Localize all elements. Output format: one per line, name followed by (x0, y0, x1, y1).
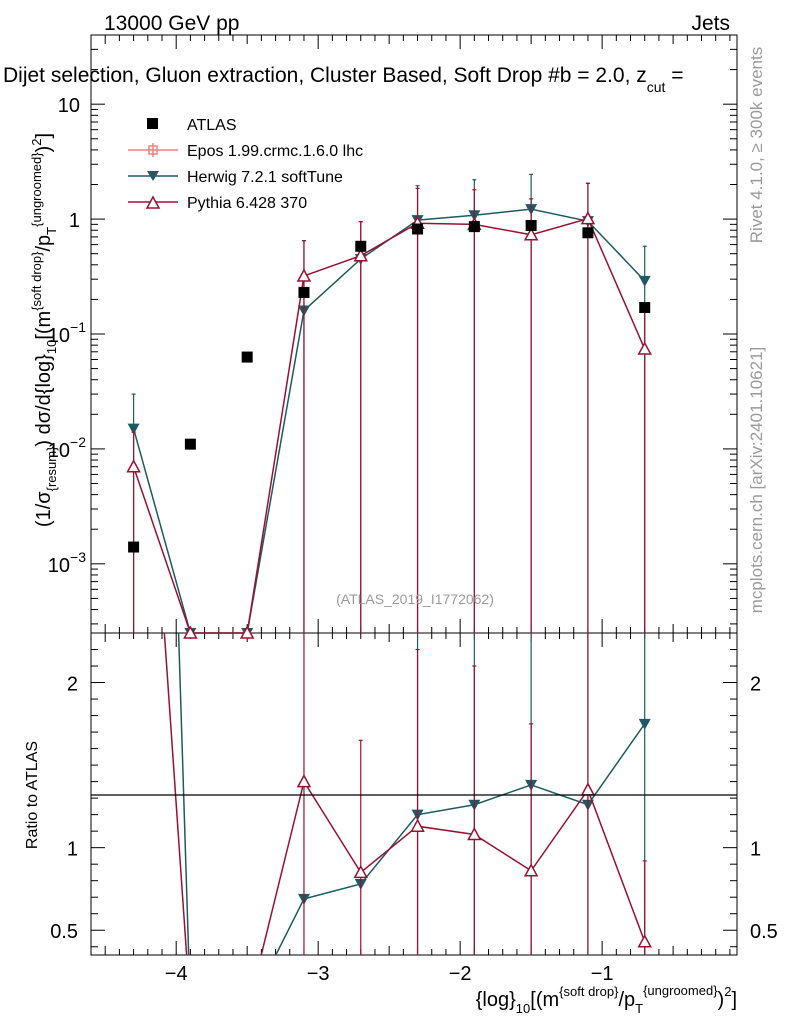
legend-marker-herwig (147, 171, 159, 181)
plot-title-tail: = (665, 64, 683, 87)
x-tick-label: −2 (449, 963, 472, 985)
legend: ATLAS Epos 1.99.crmc.1.6.0 lhc Herwig 7.… (128, 117, 363, 212)
ratio-tick-label-right: 2 (750, 674, 761, 696)
atlas-data-point (298, 286, 310, 298)
ratio-tick-label-right: 1 (750, 839, 761, 861)
legend-label-epos: Epos 1.99.crmc.1.6.0 lhc (187, 143, 363, 160)
atlas-data-point (525, 219, 537, 231)
pythia-ratio-point (353, 864, 369, 879)
data-series-group (126, 173, 652, 639)
legend-label-herwig: Herwig 7.2.1 softTune (187, 169, 343, 186)
y-tick-label: 10 (48, 440, 70, 462)
pythia-point (183, 625, 198, 639)
analysis-id-watermark: (ATLAS_2019_I1772062) (336, 591, 494, 607)
ratio-tick-label-right: 0.5 (750, 921, 778, 943)
legend-marker-epos (148, 143, 158, 157)
y-tick-label: 10 (48, 555, 70, 577)
pythia-ratio-point (410, 818, 425, 832)
y-tick-label: 10 (58, 95, 80, 117)
y-tick-exponent: −2 (70, 434, 86, 450)
legend-marker-atlas (147, 118, 158, 129)
herwig-point (638, 275, 651, 287)
ratio-series-group (163, 633, 652, 955)
pythia-line (132, 217, 646, 634)
pythia-ratio-point (580, 782, 596, 796)
rivet-version-label: Rivet 4.1.0, ≥ 300k events (747, 47, 766, 243)
y-tick-label: 1 (69, 210, 80, 232)
atlas-data-point (582, 227, 594, 239)
pythia-ratio-point (637, 934, 652, 948)
x-tick-label: −3 (307, 963, 330, 985)
atlas-data-point (468, 221, 480, 233)
pythia-ratio-point (467, 826, 482, 841)
y-axis-label-ratio: Ratio to ATLAS (24, 741, 41, 849)
atlas-data-point (639, 302, 651, 314)
y-tick-label: 10 (48, 325, 70, 347)
ratio-tick-label: 2 (67, 674, 78, 696)
atlas-data-point (412, 223, 424, 235)
atlas-data-point (128, 541, 140, 553)
ratio-plot-frame (90, 632, 738, 956)
pythia-point (239, 625, 255, 639)
y-tick-exponent: −3 (70, 549, 86, 565)
ratio-tick-label: 0.5 (50, 921, 78, 943)
y-tick-exponent: −1 (70, 319, 86, 335)
pythia-point (523, 227, 539, 241)
pythia-point (637, 341, 652, 355)
header-jets-label: Jets (691, 12, 730, 35)
atlas-data-point (241, 351, 253, 363)
y-axis-label-main: (1/σ{resum}) dσ/d{log}10[(m{soft drop}/p… (29, 133, 59, 527)
x-tick-label: −4 (165, 963, 188, 985)
herwig-line (132, 208, 646, 634)
header-energy-label: 13000 GeV pp (104, 12, 239, 35)
herwig-ratio-point (638, 718, 651, 730)
pythia-ratio-line (163, 633, 646, 955)
legend-marker-pythia (145, 195, 161, 209)
pythia-point (353, 248, 369, 262)
pythia-point (580, 211, 596, 225)
x-tick-label: −1 (591, 963, 614, 985)
pythia-point (296, 268, 312, 282)
herwig-point (127, 423, 140, 435)
plot-title-sub: cut (647, 79, 666, 95)
atlas-data-point (355, 240, 367, 252)
pythia-ratio-point (523, 863, 539, 877)
atlas-data-point (184, 438, 196, 450)
mcplots-label: mcplots.cern.ch [arXiv:2401.10621] (747, 347, 766, 613)
pythia-ratio-point (296, 774, 312, 788)
legend-label-pythia: Pythia 6.428 370 (187, 195, 307, 212)
legend-label-atlas: ATLAS (187, 117, 237, 134)
plot-title: Dijet selection, Gluon extraction, Clust… (3, 64, 684, 95)
x-axis-label: {log}10[(m{soft drop}/pT{ungroomed})2] (476, 983, 737, 1016)
plot-title-main: Dijet selection, Gluon extraction, Clust… (3, 64, 647, 87)
pythia-point (126, 459, 141, 473)
ratio-tick-label: 1 (67, 839, 78, 861)
